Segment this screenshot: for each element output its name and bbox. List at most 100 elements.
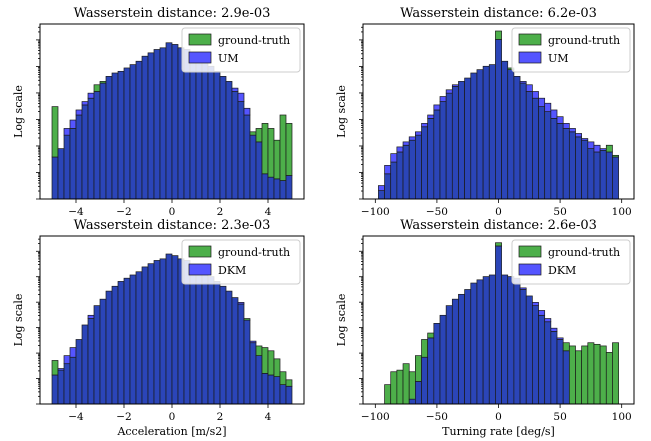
bar-model	[445, 89, 453, 94]
bar-overlap	[538, 314, 546, 405]
bar-overlap	[279, 384, 287, 405]
x-tick-label: 50	[553, 206, 566, 218]
bar-overlap	[69, 356, 77, 405]
bar-overlap	[408, 139, 416, 200]
bar-model	[63, 128, 71, 136]
bar-overlap	[396, 151, 404, 200]
subplot-2: −100 −50 0 50 100 Wasserstein distance: 6.2e-…	[335, 6, 635, 218]
bar-overlap	[237, 101, 245, 200]
bar-overlap	[231, 297, 239, 405]
bar-model	[243, 107, 251, 116]
bar-ground-truth	[261, 123, 269, 175]
bar-overlap	[141, 266, 149, 405]
bar-ground-truth	[599, 345, 607, 405]
x-tick-label: −100	[361, 411, 390, 423]
bar-model	[593, 144, 601, 153]
bar-overlap	[261, 373, 269, 405]
bar-model	[384, 165, 392, 175]
subplot-4: −100 −50 0 50 100 Wasserstein distance: 2.6e-…	[335, 218, 635, 438]
bar-overlap	[285, 175, 293, 200]
bar-ground-truth	[605, 352, 613, 405]
bar-overlap	[249, 342, 257, 405]
y-ticks	[359, 26, 363, 200]
bar-ground-truth	[255, 345, 263, 356]
x-tick-label: 0	[495, 411, 502, 423]
bar-model	[538, 97, 546, 107]
bar-overlap	[225, 81, 233, 200]
bar-model	[575, 133, 582, 138]
bar-overlap	[267, 176, 275, 200]
bar-overlap	[105, 290, 113, 405]
bar-model	[544, 318, 552, 323]
bar-model	[421, 123, 429, 128]
bar-ground-truth	[279, 371, 287, 385]
bar-ground-truth	[279, 114, 287, 181]
bar-model	[75, 109, 83, 116]
bar-overlap	[117, 281, 125, 405]
bar-overlap	[532, 97, 539, 200]
bar-overlap	[147, 263, 155, 405]
bar-model	[532, 302, 539, 306]
bar-overlap	[408, 398, 416, 405]
legend: ground-truth UM	[511, 27, 631, 73]
legend-label: ground-truth	[548, 246, 620, 259]
y-axis-label: Log scale	[335, 294, 348, 347]
bar-overlap	[433, 109, 441, 200]
bar-model	[519, 287, 527, 290]
legend-swatch-model	[518, 263, 542, 276]
bar-overlap	[421, 126, 429, 200]
subplot-3: −4 −2 0 2 4 Wasserstein distance: 2.3e-03 Log …	[12, 218, 305, 438]
bar-model	[581, 138, 589, 141]
bar-overlap	[129, 64, 137, 200]
legend-box	[181, 239, 301, 285]
legend-swatch-model	[518, 51, 542, 64]
x-tick-label: 2	[217, 206, 224, 218]
bar-model	[249, 340, 257, 344]
bar-overlap	[513, 277, 521, 405]
legend-label: UM	[548, 52, 569, 65]
legend-swatch-ground-truth	[518, 245, 542, 258]
bar-ground-truth	[593, 343, 601, 405]
bar-overlap	[249, 134, 257, 200]
bar-overlap	[525, 91, 533, 200]
legend: ground-truth DKM	[181, 239, 301, 285]
bar-model	[439, 96, 447, 102]
x-tick-label: −4	[68, 206, 84, 218]
bar-overlap	[544, 321, 552, 405]
bar-ground-truth	[415, 355, 422, 382]
bar-overlap	[439, 314, 447, 405]
bar-overlap	[231, 91, 239, 200]
bar-model	[87, 314, 95, 319]
legend-label: ground-truth	[218, 34, 290, 47]
bar-model	[550, 109, 558, 119]
bar-overlap	[451, 298, 459, 405]
legend-swatch-model	[188, 263, 212, 276]
bar-ground-truth	[273, 358, 281, 377]
bar-ground-truth	[390, 371, 398, 405]
bar-overlap	[147, 52, 155, 200]
bar-overlap	[501, 60, 509, 200]
legend-swatch-ground-truth	[518, 33, 542, 46]
bar-overlap	[153, 49, 161, 200]
bar-overlap	[135, 60, 143, 200]
bar-overlap	[117, 70, 125, 200]
bar-ground-truth	[612, 154, 619, 158]
bar-overlap	[562, 350, 570, 405]
bar-overlap	[63, 134, 71, 200]
bar-overlap	[57, 369, 65, 405]
bar-overlap	[171, 44, 179, 200]
bar-overlap	[464, 289, 472, 405]
bar-overlap	[378, 190, 385, 200]
bar-overlap	[81, 104, 89, 200]
bar-overlap	[384, 173, 392, 200]
bar-overlap	[427, 118, 435, 200]
bar-overlap	[544, 111, 552, 200]
bar-overlap	[476, 279, 484, 405]
bar-overlap	[153, 260, 161, 405]
bar-overlap	[51, 374, 59, 405]
bar-overlap	[279, 180, 287, 200]
x-tick-label: 2	[217, 411, 224, 423]
x-tick-label: −2	[116, 411, 131, 423]
bar-model	[378, 185, 385, 191]
chart-title: Wasserstein distance: 2.9e-03	[74, 6, 271, 21]
